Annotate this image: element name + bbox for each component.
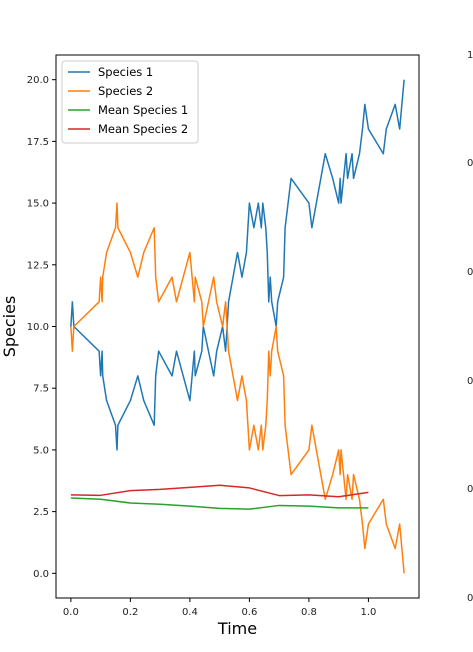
y-axis-label: Species [0, 296, 19, 358]
x-tick-label: 0.0 [63, 607, 79, 618]
series-line-species-1 [70, 79, 405, 451]
x-axis: 0.0 0.2 0.4 0.6 0.8 1.0 [63, 598, 376, 618]
x-axis-label: Time [217, 619, 257, 638]
series-line-species-2 [70, 202, 405, 574]
x-tick-label: 0.6 [241, 607, 257, 618]
legend-entry: Species 1 [98, 65, 153, 79]
x-tick-label: 0.2 [122, 607, 138, 618]
partial-tick-label: 0 [467, 267, 473, 278]
x-tick-label: 0.8 [301, 607, 317, 618]
legend-entry: Mean Species 2 [98, 122, 188, 136]
y-tick-label: 10.0 [27, 322, 49, 333]
y-tick-label: 15.0 [27, 199, 49, 210]
legend-entry: Species 2 [98, 84, 153, 98]
y-tick-label: 7.5 [33, 384, 49, 395]
series-line-mean-species-1 [70, 497, 369, 510]
y-tick-label: 20.0 [27, 75, 49, 86]
partial-tick-label: 0 [467, 593, 473, 604]
legend-entry: Mean Species 1 [98, 103, 188, 117]
series-lines [70, 79, 405, 574]
x-tick-label: 0.4 [182, 607, 198, 618]
partial-tick-label: 0 [467, 376, 473, 387]
x-tick-label: 1.0 [360, 607, 376, 618]
y-tick-label: 5.0 [33, 445, 49, 456]
legend: Species 1 Species 2 Mean Species 1 Mean Spe… [61, 60, 199, 144]
partial-tick-label: 0 [467, 484, 473, 495]
partial-tick-label: 1 [467, 50, 473, 61]
partial-right-axis: 1 0 0 0 0 0 [467, 50, 473, 604]
legend-box [61, 60, 199, 144]
partial-tick-label: 0 [467, 158, 473, 169]
y-tick-label: 17.5 [27, 137, 49, 148]
y-tick-label: 12.5 [27, 260, 49, 271]
y-axis: 0.0 2.5 5.0 7.5 10.0 12.5 15.0 17.5 20.0 [27, 75, 56, 580]
series-line-mean-species-2 [70, 484, 369, 498]
y-tick-label: 0.0 [33, 569, 49, 580]
y-tick-label: 2.5 [33, 507, 49, 518]
